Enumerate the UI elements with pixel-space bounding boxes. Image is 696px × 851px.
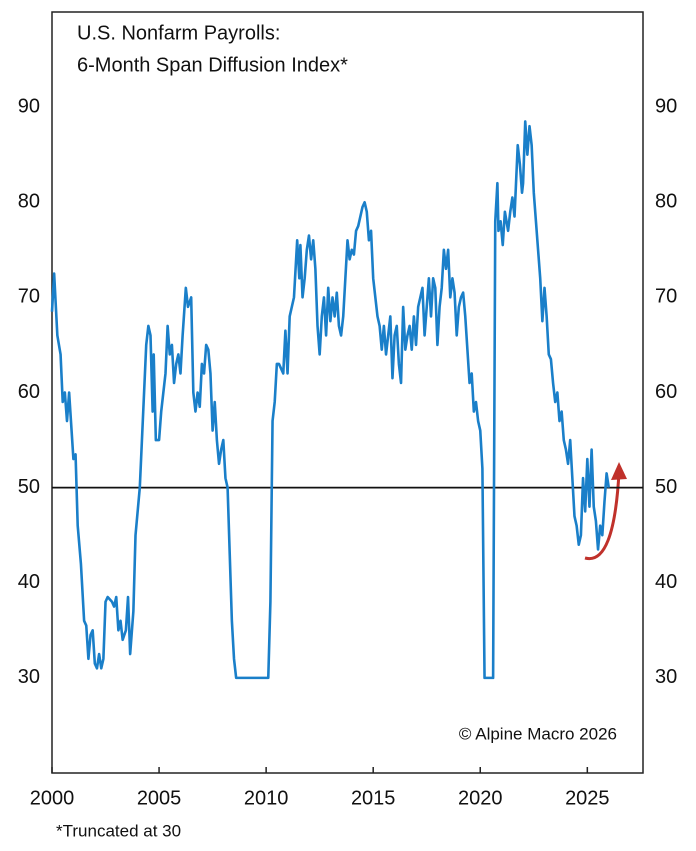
x-tick-label: 2010 — [244, 787, 289, 809]
plot-frame — [51, 11, 644, 774]
trend-arrow — [584, 471, 621, 561]
y-tick-label: 80 — [18, 191, 40, 213]
y-tick-label: 40 — [18, 571, 40, 593]
y-tick-label: 50 — [18, 476, 40, 498]
y2-tick-label: 30 — [655, 666, 677, 688]
y2-tick-label: 80 — [655, 191, 677, 213]
x-tick-label: 2020 — [458, 787, 503, 809]
series-line — [50, 120, 611, 680]
arrow-head — [611, 462, 627, 480]
annotation: © Alpine Macro 2026 — [459, 724, 617, 743]
y2-tick-label: 60 — [655, 381, 677, 403]
x-tick-label: 2025 — [565, 787, 610, 809]
y2-tick-label: 90 — [655, 95, 677, 117]
x-tick-label: 2015 — [351, 787, 396, 809]
y-tick-label: 30 — [18, 666, 40, 688]
y-tick-label: 70 — [18, 286, 40, 308]
x-tick-label: 2005 — [137, 787, 182, 809]
x-tick-label: 2000 — [30, 787, 75, 809]
chart-subtitle: 6-Month Span Diffusion Index* — [77, 54, 348, 76]
y2-tick-label: 70 — [655, 286, 677, 308]
chart-title: U.S. Nonfarm Payrolls: — [77, 22, 280, 44]
y2-tick-label: 40 — [655, 571, 677, 593]
footnote: *Truncated at 30 — [56, 821, 181, 840]
y2-tick-label: 50 — [655, 476, 677, 498]
y-tick-label: 60 — [18, 381, 40, 403]
y-tick-label: 90 — [18, 95, 40, 117]
